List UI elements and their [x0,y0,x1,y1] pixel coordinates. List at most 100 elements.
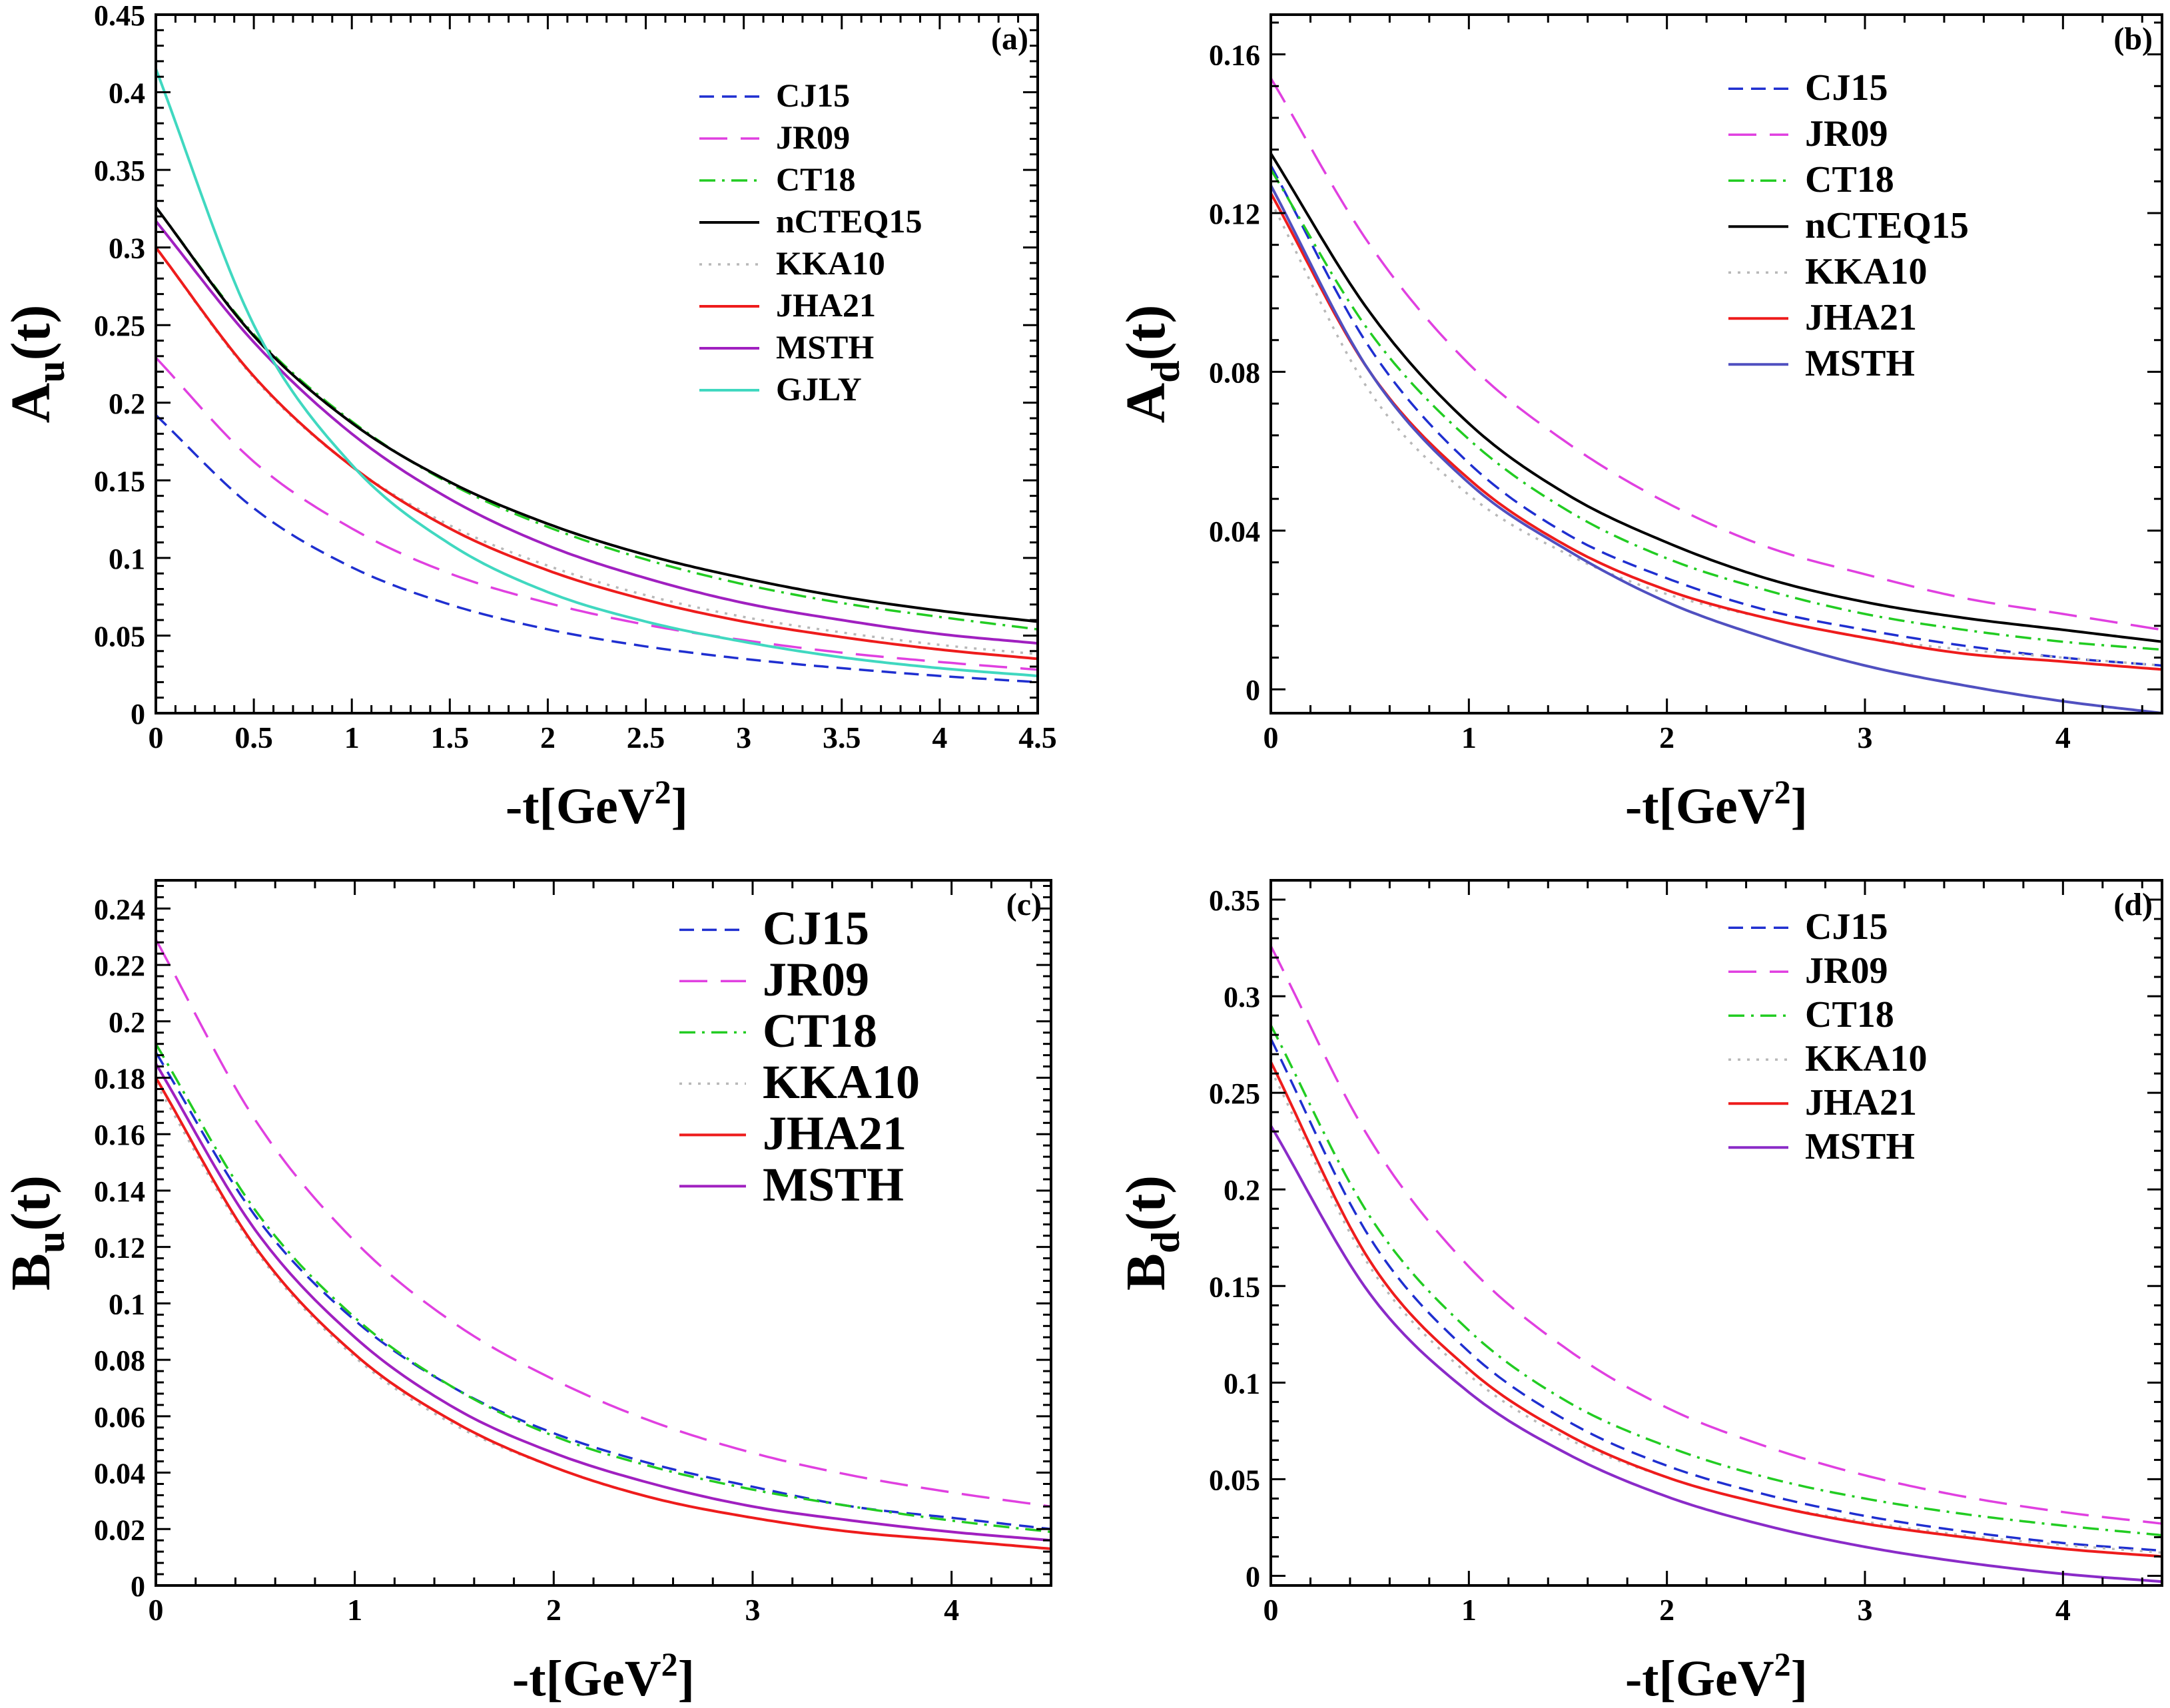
series-line-kka10 [1271,1069,2162,1554]
x-tick-label: 4.5 [1018,720,1057,754]
legend-label-jr09: JR09 [763,953,869,1006]
y-tick-label: 0.1 [109,1288,145,1320]
series-line-jr09 [1271,945,2162,1525]
series-line-ct18 [1271,1024,2162,1537]
x-tick-label: 2 [540,720,555,754]
y-tick-label: 0.45 [94,0,145,32]
legend-label-jha21: JHA21 [776,286,876,324]
series-line-jha21 [1271,192,2162,671]
y-tick-label: 0.15 [94,465,145,497]
series-line-msth [1271,1125,2162,1583]
x-axis-title-text: -t[GeV [512,1651,661,1707]
y-tick-label: 0.15 [1209,1271,1260,1303]
series-line-msth [156,220,1038,645]
y-tick-label: 0.05 [94,620,145,653]
x-axis-title: -t[GeV2] [512,1645,695,1707]
series-line-jha21 [156,1077,1051,1550]
panel-label: (b) [2113,21,2153,57]
legend-label-msth: MSTH [1805,1126,1915,1167]
legend-label-jha21: JHA21 [1805,297,1917,338]
x-tick-label: 0 [149,1593,164,1627]
y-tick-label: 0.4 [109,77,145,110]
legend-label-kka10: KKA10 [1805,251,1928,292]
x-axis-title-text: -t[GeV [506,778,655,834]
x-tick-label: 3 [1858,1593,1873,1627]
y-tick-label: 0.12 [1209,198,1260,230]
x-tick-label: 2 [1659,1593,1674,1627]
y-tick-label: 0 [131,1570,145,1603]
panel-b: 0 1 2 3 400.040.080.120.16 (b)-t[GeV2]Ad(t)CJ… [1115,13,2163,834]
panel-a: 0 0.5 1 1.5 2 2.5 3 3.5 4 4.5 0 0.05 0.1 0.15 0.2 0.25 0… [0,0,1057,834]
legend-label-ct18: CT18 [763,1004,877,1057]
legend-label-ncteq15: nCTEQ15 [776,202,922,240]
legend-label-cj15: CJ15 [776,77,850,114]
y-axis-title-main: A [0,382,62,423]
legend-label-kka10: KKA10 [763,1055,920,1109]
y-tick-label: 0.04 [1209,515,1260,548]
x-tick-label: 3 [736,720,751,754]
series-line-jha21 [1271,1061,2162,1558]
y-tick-label: 0.06 [94,1401,145,1434]
x-axis-title-text: -t[GeV [1625,778,1774,834]
x-tick-label: 0 [1264,720,1279,754]
y-tick-label: 0.2 [109,388,145,420]
series-line-cj15 [1271,1038,2162,1552]
y-axis-title: Bu(t) [0,1175,73,1290]
legend: CJ15 JR09 CT18 nCTEQ15 KKA10 JHA21 MSTH GJLY [699,77,922,408]
x-tick-label: 2.5 [627,720,665,754]
series-line-jha21 [156,246,1038,661]
series-line-msth [156,1063,1051,1542]
x-axis-title-close: ] [1791,778,1808,834]
legend-label-jha21: JHA21 [763,1107,906,1160]
series-line-kka10 [156,1083,1051,1550]
y-axis-title: Au(t) [0,305,73,424]
legend-label-jha21: JHA21 [1805,1082,1917,1123]
y-tick-label: 0.2 [109,1006,145,1039]
plot-frame [155,879,1052,1587]
x-axis-title-close: ] [1791,1651,1808,1707]
y-tick-label: 0.25 [94,310,145,342]
y-axis-title-tail: (t) [1115,1175,1177,1231]
legend-label-cj15: CJ15 [1805,67,1888,109]
y-tick-label: 0.1 [109,543,145,575]
y-tick-label: 0.05 [1209,1464,1260,1496]
plot-frame [1269,13,2163,714]
y-tick-label: 0 [1246,674,1260,707]
x-axis-title-sup: 2 [1774,773,1791,810]
legend-label-jr09: JR09 [1805,113,1888,154]
x-tick-label: 1 [347,1593,362,1627]
y-tick-label: 0.22 [94,950,145,982]
y-tick-label: 0.1 [1224,1367,1260,1400]
y-tick-label: 0.04 [94,1458,145,1490]
legend-label-msth: MSTH [763,1158,904,1211]
x-axis-title: -t[GeV2] [1625,773,1808,834]
plot-frame [1269,879,2163,1587]
series-line-ncteq15 [156,206,1038,623]
y-tick-label: 0.12 [94,1232,145,1265]
legend-label-ct18: CT18 [1805,159,1894,200]
y-tick-label: 0.35 [1209,884,1260,917]
x-tick-label: 3 [745,1593,761,1627]
x-tick-label: 4 [2055,1593,2071,1627]
y-axis-title-main: B [0,1253,62,1290]
y-axis-title-tail: (t) [1115,305,1177,361]
x-axis-title: -t[GeV2] [506,773,688,834]
panel-c: 0 1 2 3 4 0 0.02 0.04 0.06 0.08 0.1 0.12 0.14 0.16 0.1… [0,879,1052,1707]
legend-label-jr09: JR09 [776,119,850,156]
series-line-msth [1271,184,2162,713]
y-tick-label: 0.14 [94,1175,145,1208]
x-tick-label: 4 [944,1593,959,1627]
panel-d: 0 1 2 3 4 0 0.05 0.1 0.15 0.2 0.25 0.3 0.35 (d) -t[GeV… [1115,879,2163,1707]
legend-label-ct18: CT18 [776,160,855,198]
series-line-ct18 [156,206,1038,631]
y-axis-title-tail: (t) [0,305,62,361]
legend-label-ncteq15: nCTEQ15 [1805,205,1969,246]
plot-frame [155,13,1039,714]
x-axis-title-sup: 2 [661,1645,678,1683]
series-line-cj15 [156,414,1038,684]
x-axis-title-sup: 2 [1774,1645,1791,1683]
y-axis-title-sub: u [29,360,73,382]
